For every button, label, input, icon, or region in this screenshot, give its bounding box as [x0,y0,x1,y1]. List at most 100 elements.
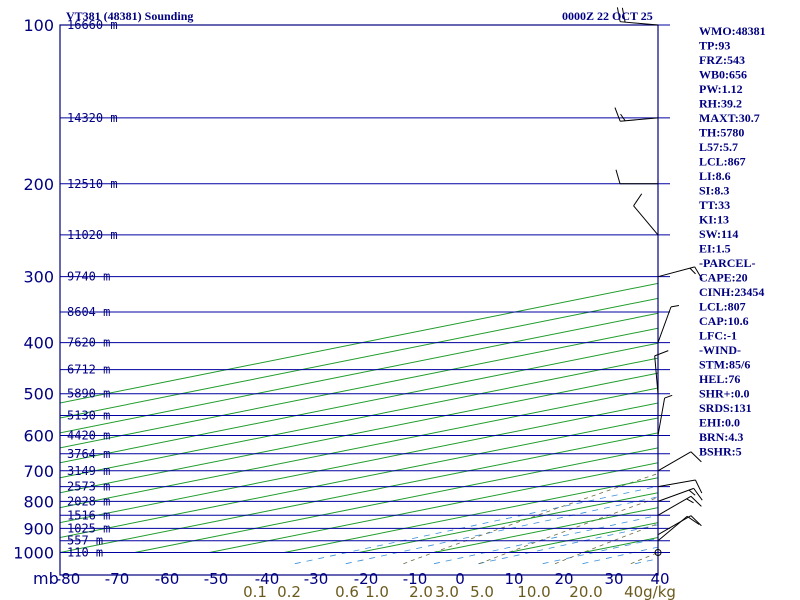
index-value: LI:8.6 [699,169,731,183]
mixing-ratio-line [582,546,658,565]
pressure-tick-label: 500 [23,385,54,404]
wind-barb [657,487,703,502]
pressure-tick-label: 200 [23,175,54,194]
height-label: 14320 m [67,111,118,125]
height-label: 1025 m [67,521,110,535]
wind-barbs [614,7,703,556]
height-label: 3149 m [67,464,110,478]
height-label: 3764 m [67,447,110,461]
height-label: 2028 m [67,494,110,508]
pressure-axis-labels: 100 200 300 400 500 600 700 800 900 1000 mb [13,16,58,588]
index-value: -WIND- [699,343,741,357]
plot-frame [59,24,659,576]
index-value: TT:33 [699,198,730,212]
wind-barb [654,549,662,556]
index-value: SRDS:131 [699,401,752,415]
dry-adiabat-line [479,497,658,565]
index-value: RH:39.2 [699,97,742,111]
temperature-tick-label: -20 [354,570,379,588]
temperature-tick-label: -70 [105,570,130,588]
index-value: LFC:-1 [699,329,737,343]
isotherm-line [134,447,658,553]
height-label: 6712 m [67,363,110,377]
index-value: EI:1.5 [699,242,731,256]
isotherm-line [60,327,658,449]
wind-barb [654,350,669,394]
mixing-ratio-tick-label: 0.1 [243,583,267,600]
mixing-ratio-tick-label: 2.0 [409,583,433,600]
datetime-label: 0000Z 22 OCT 25 [562,9,653,23]
wind-barb [657,479,703,494]
wind-barb [657,305,680,343]
isotherm-line [60,357,658,479]
pressure-tick-label: 800 [23,492,54,511]
temperature-tick-label: -40 [255,570,280,588]
dewpoint-trace [776,25,800,553]
temperature-axis-labels: -80 -70 -60 -50 -40 -30 -20 -10 0 10 20 30 40 [56,570,670,588]
index-value: LCL:867 [699,155,746,169]
pressure-tick-label: 100 [23,16,54,35]
wind-barb [633,193,659,236]
isotherm-line [60,387,658,509]
mixing-ratio-tick-label: 40g/kg [624,583,676,600]
height-label: 12510 m [67,177,118,191]
sounding-traces [776,25,800,553]
isotherm-line [60,342,658,464]
isotherm-line [60,312,658,434]
index-value: TH:5780 [699,126,744,140]
wind-barb [657,515,700,542]
isotherm-line [583,537,658,553]
height-labels: 16660 m 14320 m 12510 m 11020 m 9740 m 8604 m… [67,18,118,560]
index-value: CAPE:20 [699,271,748,285]
pressure-tick-label: 600 [23,426,54,445]
temperature-tick-label: 40 [650,570,669,588]
wind-barb [614,107,659,122]
temperature-tick-label: 10 [504,570,523,588]
height-label: 1516 m [67,508,110,522]
temperature-tick-label: -30 [304,570,329,588]
index-value: HEL:76 [699,372,740,386]
dry-adiabat-line [782,25,800,564]
mixing-ratio-axis-labels: 0.1 0.2 0.6 1.0 2.0 3.0 5.0 10.0 20.0 40g/kg [243,583,676,600]
index-value: STM:85/6 [699,358,750,372]
isotherm-line [60,372,658,494]
isotherm-line [60,282,658,404]
index-value: CINH:23454 [699,285,764,299]
height-label: 9740 m [67,270,110,284]
index-value: BRN:4.3 [699,430,743,444]
height-label: 8604 m [67,305,110,319]
height-label: 2573 m [67,480,110,494]
mixing-ratio-line [793,25,800,564]
isotherm-line [60,297,658,419]
mixing-ratio-tick-label: 5.0 [470,583,494,600]
wind-barb [657,266,703,280]
height-label: 110 m [67,546,103,560]
wind-barb [615,169,658,185]
wind-barb [657,515,702,536]
isotherm-lines [60,282,658,553]
mixing-ratio-tick-label: 1.0 [365,583,389,600]
index-value: SHR+:0.0 [699,387,750,401]
temperature-tick-label: -80 [56,570,81,588]
mixing-ratio-tick-label: 3.0 [435,583,459,600]
mixing-ratio-tick-label: 0.2 [277,583,301,600]
index-value: WB0:656 [699,68,747,82]
mixing-ratio-tick-label: 10.0 [517,583,550,600]
temperature-tick-label: -50 [204,570,229,588]
index-value: FRZ:543 [699,53,745,67]
index-value: LCL:807 [699,300,746,314]
index-value: SW:114 [699,227,738,241]
index-value: CAP:10.6 [699,314,749,328]
index-value: WMO:48381 [699,24,766,38]
temperature-tick-label: 0 [455,570,465,588]
pressure-tick-label: 900 [23,519,54,538]
isobar-lines [60,24,670,575]
height-label: 5130 m [67,409,110,423]
pressure-tick-label: 1000 [13,544,54,563]
index-value: TP:93 [699,39,730,53]
pressure-tick-label: 400 [23,334,54,353]
height-label: 5890 m [67,387,110,401]
pressure-tick-label: 700 [23,462,54,481]
index-value: BSHR:5 [699,445,742,459]
